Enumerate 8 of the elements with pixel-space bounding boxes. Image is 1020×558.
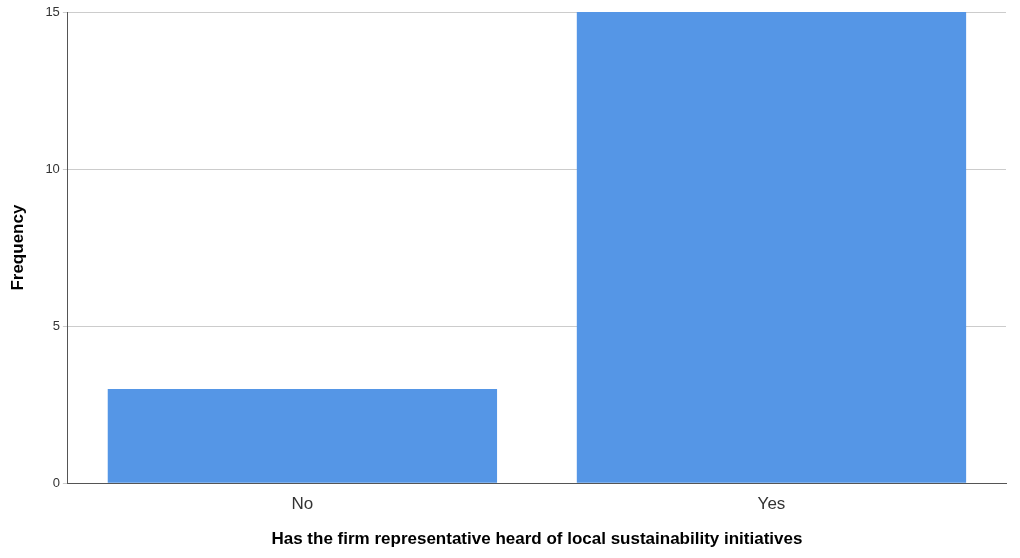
y-tick-label: 0 xyxy=(52,474,60,490)
y-axis-title: Frequency xyxy=(7,204,27,291)
x-tick-label: Yes xyxy=(757,494,786,514)
x-tick-label: No xyxy=(291,494,314,514)
x-axis-title: Has the firm representative heard of local sustainability initiatives xyxy=(271,529,803,549)
y-tick-label: 10 xyxy=(45,160,60,176)
y-tick-label: 15 xyxy=(45,3,60,19)
y-tick-label: 5 xyxy=(52,317,60,333)
